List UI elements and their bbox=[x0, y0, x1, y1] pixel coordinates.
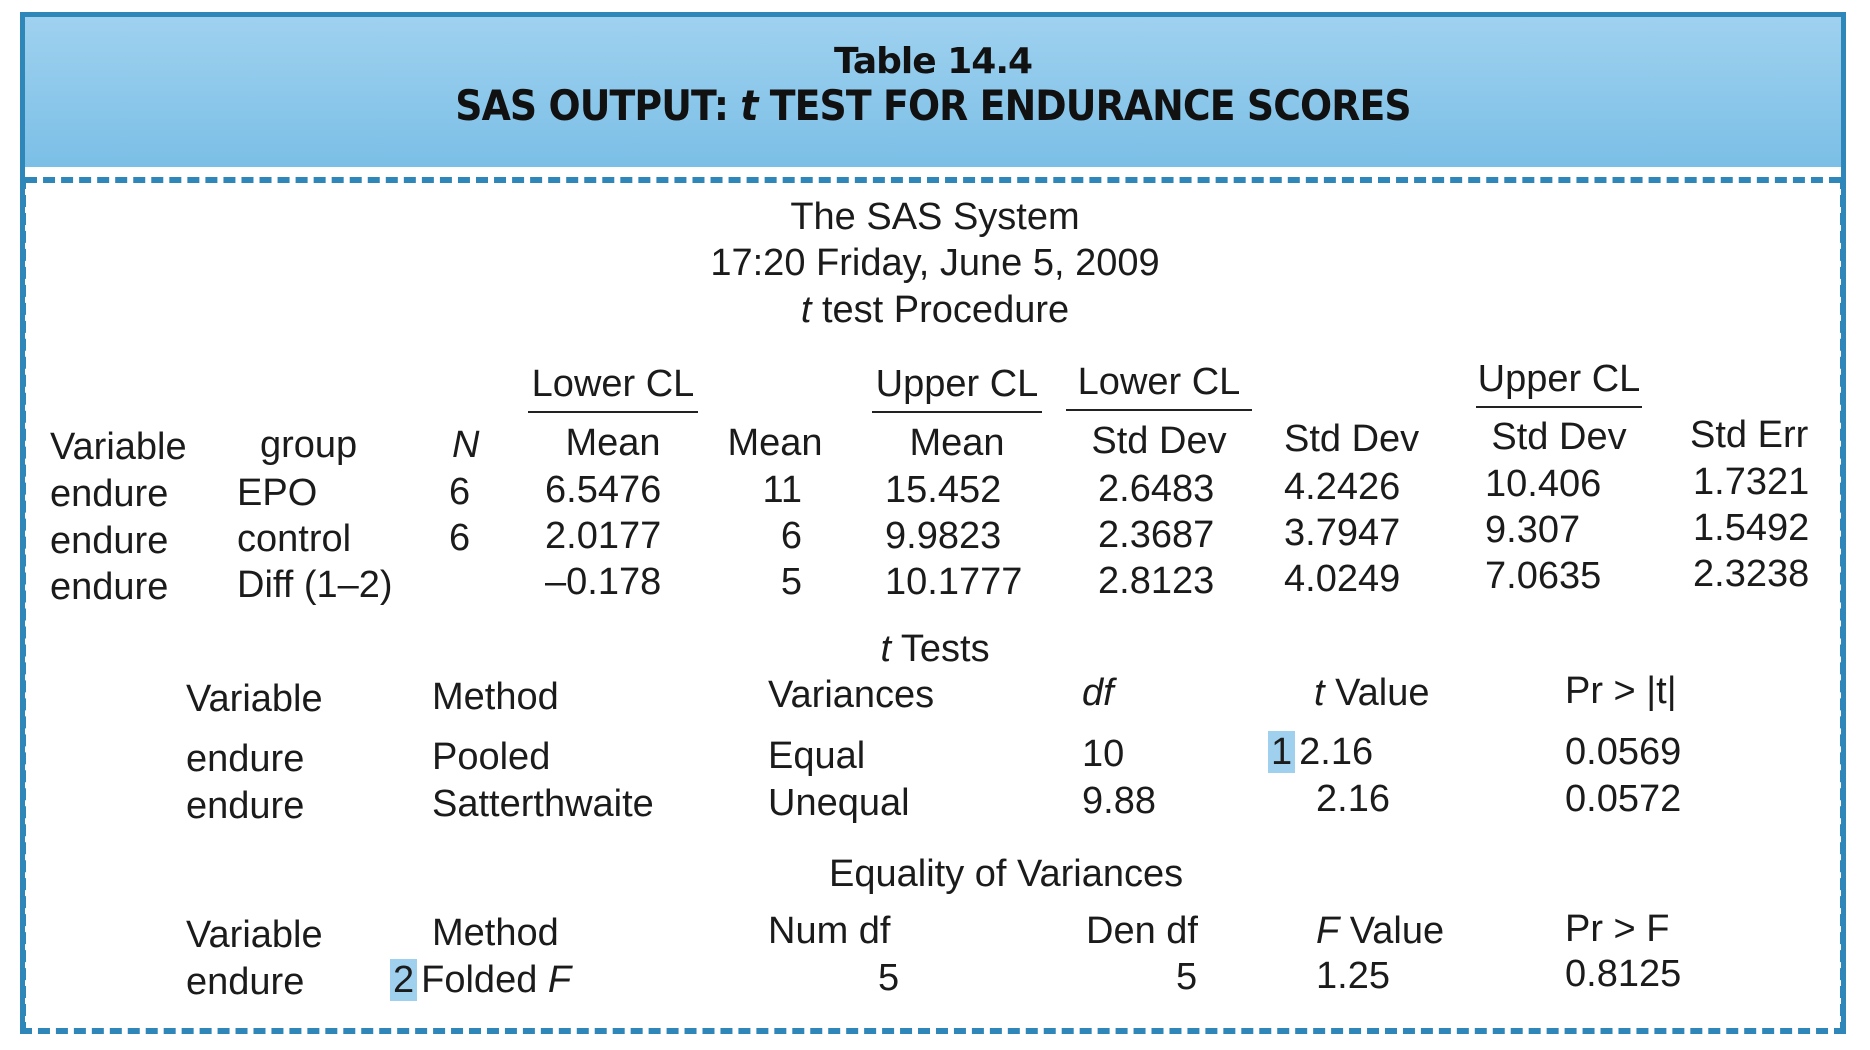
ttests-header-variable: Variable bbox=[186, 678, 323, 720]
stats-row-3-lower-sd: 2.8123 bbox=[1098, 560, 1215, 602]
dashed-border-right bbox=[1840, 177, 1846, 1034]
stats-row-3-se: 2.3238 bbox=[1693, 553, 1810, 595]
header-n: N bbox=[452, 424, 480, 466]
table-frame: Table 14.4 SAS OUTPUT: t TEST FOR ENDURA… bbox=[20, 12, 1846, 1034]
ttests-row-2-tvalue: 2.16 bbox=[1316, 778, 1390, 820]
stats-row-2-se: 1.5492 bbox=[1693, 507, 1810, 549]
header-lower-sd: Std Dev bbox=[1091, 420, 1227, 462]
variances-row-variable: endure bbox=[186, 961, 305, 1003]
system-timestamp: 17:20 Friday, June 5, 2009 bbox=[710, 242, 1160, 284]
table-title: SAS OUTPUT: t TEST FOR ENDURANCE SCORES bbox=[455, 81, 1411, 130]
stats-row-2-n: 6 bbox=[449, 517, 471, 559]
procedure-title: t test Procedure bbox=[800, 289, 1070, 331]
header-upper-mean: Mean bbox=[909, 422, 1005, 464]
stats-row-1-sd: 4.2426 bbox=[1284, 466, 1401, 508]
header-upper-sd: Std Dev bbox=[1491, 416, 1627, 458]
stats-row-2-variable: endure bbox=[50, 520, 169, 562]
header-group: group bbox=[260, 424, 358, 466]
header-se: Std Err bbox=[1690, 414, 1809, 456]
stats-row-1-mean: 11 bbox=[762, 469, 802, 511]
dashed-border-bottom bbox=[20, 1028, 1846, 1034]
variances-header-variable: Variable bbox=[186, 914, 323, 956]
stats-row-1-se: 1.7321 bbox=[1693, 461, 1810, 503]
stats-row-3-variable: endure bbox=[50, 566, 169, 608]
ttests-header-pr: Pr > |t| bbox=[1565, 670, 1677, 712]
ttests-title: t Tests bbox=[880, 628, 990, 670]
ttests-row-2-method: Satterthwaite bbox=[432, 783, 654, 825]
ttests-header-method: Method bbox=[432, 676, 559, 718]
stats-row-3-upper-sd: 7.0635 bbox=[1485, 555, 1602, 597]
dashed-border-left bbox=[20, 177, 26, 1034]
ttests-header-df: df bbox=[1082, 672, 1114, 714]
system-name: The SAS System bbox=[790, 196, 1080, 238]
header-lower-cl-sd: Lower CL bbox=[1066, 363, 1252, 411]
stats-row-3-group: Diff (1–2) bbox=[237, 564, 393, 606]
header-upper-cl-sd: Upper CL bbox=[1476, 360, 1642, 408]
ttests-row-2-variable: endure bbox=[186, 785, 305, 827]
header-variable: Variable bbox=[50, 426, 187, 468]
stats-row-1-upper-mean: 15.452 bbox=[885, 469, 1002, 511]
variances-header-den-df: Den df bbox=[1086, 910, 1198, 952]
header-lower-cl-mean: Lower CL bbox=[528, 365, 698, 413]
ttests-row-1-df: 10 bbox=[1082, 733, 1125, 775]
ttests-row-2-pr: 0.0572 bbox=[1565, 778, 1682, 820]
note-marker-1: 1 bbox=[1268, 731, 1296, 773]
variances-header-method: Method bbox=[432, 912, 559, 954]
stats-row-1-lower-sd: 2.6483 bbox=[1098, 468, 1215, 510]
ttests-row-2-df: 9.88 bbox=[1082, 780, 1156, 822]
variances-row-den-df: 5 bbox=[1176, 956, 1198, 998]
stats-row-2-upper-sd: 9.307 bbox=[1485, 509, 1581, 551]
ttests-row-1-method: Pooled bbox=[432, 736, 551, 778]
variances-row-method: 2 Folded F bbox=[390, 959, 571, 1001]
variances-row-num-df: 5 bbox=[878, 957, 900, 999]
stats-row-1-group: EPO bbox=[237, 472, 318, 514]
ttests-row-2-variances: Unequal bbox=[768, 782, 910, 824]
stats-row-1-upper-sd: 10.406 bbox=[1485, 463, 1602, 505]
header-lower-mean: Mean bbox=[565, 422, 661, 464]
dashed-border-top bbox=[25, 177, 1841, 183]
header-sd: Std Dev bbox=[1284, 418, 1420, 460]
ttests-header-tvalue: t Value bbox=[1314, 672, 1430, 714]
stats-row-2-upper-mean: 9.9823 bbox=[885, 515, 1002, 557]
stats-row-1-lower-mean: 6.5476 bbox=[545, 469, 662, 511]
stats-row-1-variable: endure bbox=[50, 473, 169, 515]
stats-row-2-sd: 3.7947 bbox=[1284, 512, 1401, 554]
ttests-row-1-variances: Equal bbox=[768, 735, 866, 777]
variances-title: Equality of Variances bbox=[829, 853, 1184, 895]
stats-row-2-group: control bbox=[237, 518, 352, 560]
ttests-header-variances: Variances bbox=[768, 674, 935, 716]
stats-row-3-mean: 5 bbox=[780, 561, 802, 603]
variances-header-num-df: Num df bbox=[768, 910, 891, 952]
variances-header-fvalue: F Value bbox=[1316, 910, 1445, 952]
table-header: Table 14.4 SAS OUTPUT: t TEST FOR ENDURA… bbox=[25, 17, 1841, 167]
stats-row-2-lower-mean: 2.0177 bbox=[545, 515, 662, 557]
variances-row-fvalue: 1.25 bbox=[1316, 955, 1390, 997]
variances-row-pr: 0.8125 bbox=[1565, 953, 1682, 995]
stats-row-3-upper-mean: 10.1777 bbox=[885, 561, 1023, 603]
variances-header-pr: Pr > F bbox=[1565, 908, 1670, 950]
stats-row-1-n: 6 bbox=[449, 471, 471, 513]
ttests-row-1-variable: endure bbox=[186, 738, 305, 780]
header-upper-cl-mean: Upper CL bbox=[872, 365, 1042, 413]
stats-row-3-lower-mean: –0.178 bbox=[545, 561, 662, 603]
table-number: Table 14.4 bbox=[833, 41, 1033, 82]
stats-row-2-mean: 6 bbox=[780, 515, 802, 557]
ttests-row-1-pr: 0.0569 bbox=[1565, 731, 1682, 773]
stats-row-3-sd: 4.0249 bbox=[1284, 558, 1401, 600]
ttests-row-1-tvalue: 1 2.16 bbox=[1268, 731, 1373, 773]
stats-row-2-lower-sd: 2.3687 bbox=[1098, 514, 1215, 556]
header-mean: Mean bbox=[727, 422, 823, 464]
note-marker-2: 2 bbox=[390, 959, 418, 1001]
